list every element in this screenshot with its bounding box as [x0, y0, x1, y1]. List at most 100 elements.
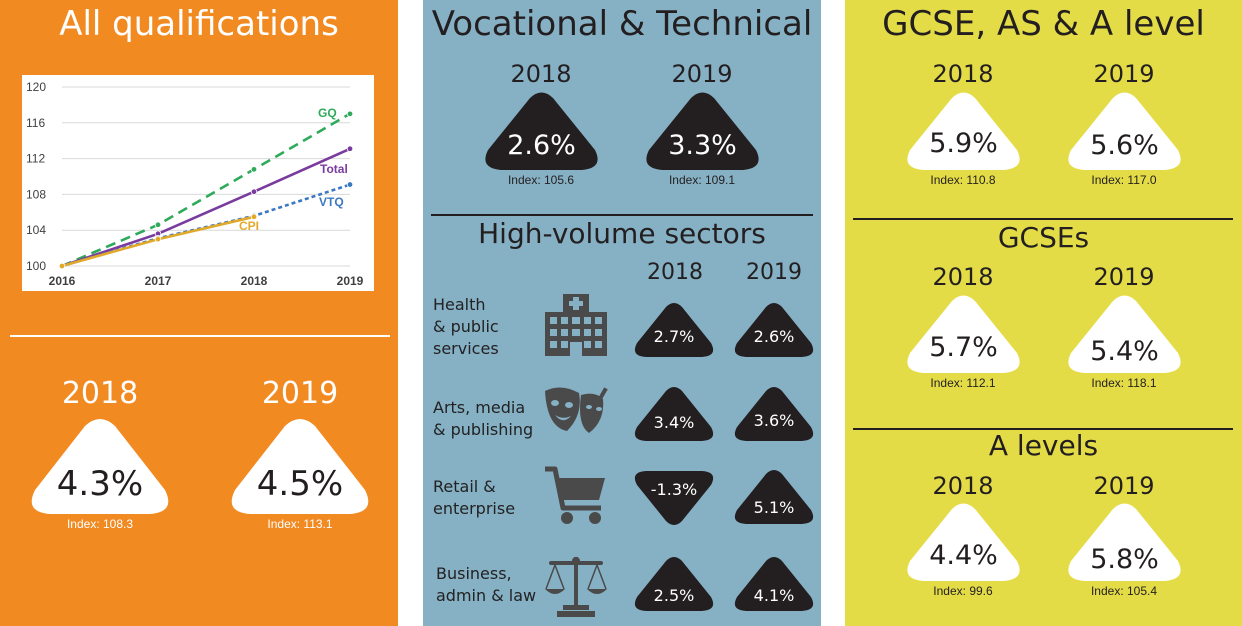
sector-label-business: Business, admin & law	[436, 563, 536, 607]
triangle-up-shape	[231, 419, 369, 514]
y-tick-label: 108	[26, 187, 46, 201]
triangle-up-shape	[734, 303, 814, 357]
triangle-up-shape	[907, 295, 1020, 373]
year-label-2019: 2019	[261, 376, 339, 411]
sectors-title: High-volume sectors	[478, 217, 766, 250]
panel-title: GCSE, AS & A level	[882, 4, 1205, 44]
year-label-2018: 2018	[932, 60, 994, 88]
alevels-title: A levels	[988, 429, 1099, 462]
sector-label-line: Arts, media	[433, 398, 526, 417]
gcse-as-a-level-panel: GCSE, AS & A level 2018 2019 5.9% 5.6% I…	[845, 0, 1242, 626]
index-line-chart: 100 104 108 112 116 120 2016 2017 2018 2019 GQ Tota…	[22, 75, 374, 291]
sector-label-retail: Retail & enterprise	[433, 476, 515, 520]
year-label-2019: 2019	[1093, 60, 1155, 88]
triangle-down-shape	[634, 471, 714, 525]
data-point-total	[250, 188, 258, 195]
series-label-cpi: CPI	[239, 219, 259, 233]
year-label-2019: 2019	[671, 60, 733, 88]
gcses-badge-2018: 5.7%	[906, 295, 1021, 375]
growth-value: 4.3%	[56, 464, 144, 504]
triangle-up-shape	[634, 557, 714, 611]
growth-value: 3.3%	[668, 130, 737, 161]
growth-badge-2018: 5.9%	[906, 92, 1021, 172]
index-label-2019: Index: 113.1	[267, 517, 333, 531]
data-point-cpi	[154, 235, 162, 243]
divider	[10, 335, 390, 337]
all-qualifications-panel: All qualifications 100 104 108 112 116 120 201…	[0, 0, 398, 626]
alevels-year-2018: 2018	[932, 472, 994, 500]
growth-value: 5.7%	[929, 332, 998, 363]
x-tick-label: 2018	[241, 274, 268, 288]
panel-title: All qualifications	[59, 4, 339, 44]
growth-value: 4.5%	[256, 464, 344, 504]
vocational-technical-panel: Vocational & Technical 2018 2019 2.6% 3.…	[423, 0, 821, 626]
data-point-total	[346, 145, 354, 152]
sector-year-2018: 2018	[647, 260, 703, 285]
divider	[431, 214, 813, 216]
triangle-up-shape	[485, 92, 598, 170]
growth-badge-2019: 3.3%	[645, 92, 760, 172]
sector-badge-arts-2019: 3.6%	[734, 387, 814, 442]
year-label-2018: 2018	[61, 376, 139, 411]
sector-value: 3.4%	[653, 413, 695, 432]
chart-svg: 100 104 108 112 116 120 2016 2017 2018 2019 GQ Tota…	[26, 80, 364, 288]
y-tick-label: 100	[26, 259, 46, 273]
triangle-up-shape	[734, 470, 814, 524]
triangle-up-shape	[1068, 92, 1181, 170]
scales-icon	[543, 555, 609, 619]
sector-value: 2.5%	[653, 586, 695, 605]
triangle-up-shape	[31, 419, 169, 514]
gcses-index-2018: Index: 112.1	[930, 376, 996, 390]
sector-label-line: & publishing	[433, 420, 534, 439]
series-line-total	[61, 147, 351, 268]
x-tick-label: 2019	[337, 274, 364, 288]
data-point-gq	[346, 110, 354, 118]
growth-badge-2018: 4.3%	[30, 418, 170, 518]
sector-label-arts: Arts, media & publishing	[433, 397, 533, 441]
growth-value: 5.6%	[1090, 130, 1159, 161]
gcses-title: GCSEs	[997, 221, 1090, 254]
data-point-vtq	[346, 181, 354, 188]
sector-value: 3.6%	[753, 411, 795, 430]
series-label-vtq: VTQ	[319, 195, 344, 209]
growth-value: 2.6%	[507, 130, 576, 161]
sector-badge-business-2019: 4.1%	[734, 557, 814, 612]
triangle-up-shape	[734, 557, 814, 611]
growth-value: 5.8%	[1090, 544, 1159, 575]
sector-badge-health-2019: 2.6%	[734, 303, 814, 358]
alevels-index-2019: Index: 105.4	[1090, 584, 1158, 598]
triangle-up-shape	[634, 303, 714, 357]
sector-value: 2.7%	[653, 327, 695, 346]
y-tick-label: 104	[26, 223, 46, 237]
triangle-up-shape	[907, 92, 1020, 170]
sector-value: 2.6%	[753, 327, 795, 346]
index-label-2018: Index: 105.6	[507, 173, 575, 187]
gcses-year-2018: 2018	[932, 263, 994, 291]
hospital-icon	[543, 294, 609, 358]
sector-label-line: Business,	[436, 564, 512, 583]
divider	[853, 428, 1233, 430]
panel-title: Vocational & Technical	[431, 4, 813, 44]
gcses-year-2019: 2019	[1093, 263, 1155, 291]
triangle-up-shape	[634, 387, 714, 441]
alevels-index-2018: Index: 99.6	[933, 584, 993, 598]
gcses-badge-2019: 5.4%	[1067, 295, 1182, 375]
growth-badge-2019: 4.5%	[230, 418, 370, 518]
divider	[853, 218, 1233, 220]
data-point-cpi	[250, 213, 258, 220]
growth-value: 4.4%	[929, 540, 998, 571]
sector-badge-health-2018: 2.7%	[634, 303, 714, 358]
x-tick-label: 2016	[49, 274, 76, 288]
shopping-cart-icon	[543, 466, 609, 526]
index-label-2018: Index: 110.8	[930, 173, 996, 187]
series-label-total: Total	[320, 162, 348, 176]
x-tick-label: 2017	[145, 274, 172, 288]
alevels-badge-2019: 5.8%	[1067, 503, 1182, 583]
triangle-up-shape	[1068, 503, 1181, 581]
sector-value: 5.1%	[753, 498, 795, 517]
gcses-index-2019: Index: 118.1	[1091, 376, 1157, 390]
series-label-gq: GQ	[318, 106, 337, 120]
sector-label-line: services	[433, 339, 499, 358]
alevels-badge-2018: 4.4%	[906, 503, 1021, 583]
y-tick-label: 120	[26, 80, 46, 94]
